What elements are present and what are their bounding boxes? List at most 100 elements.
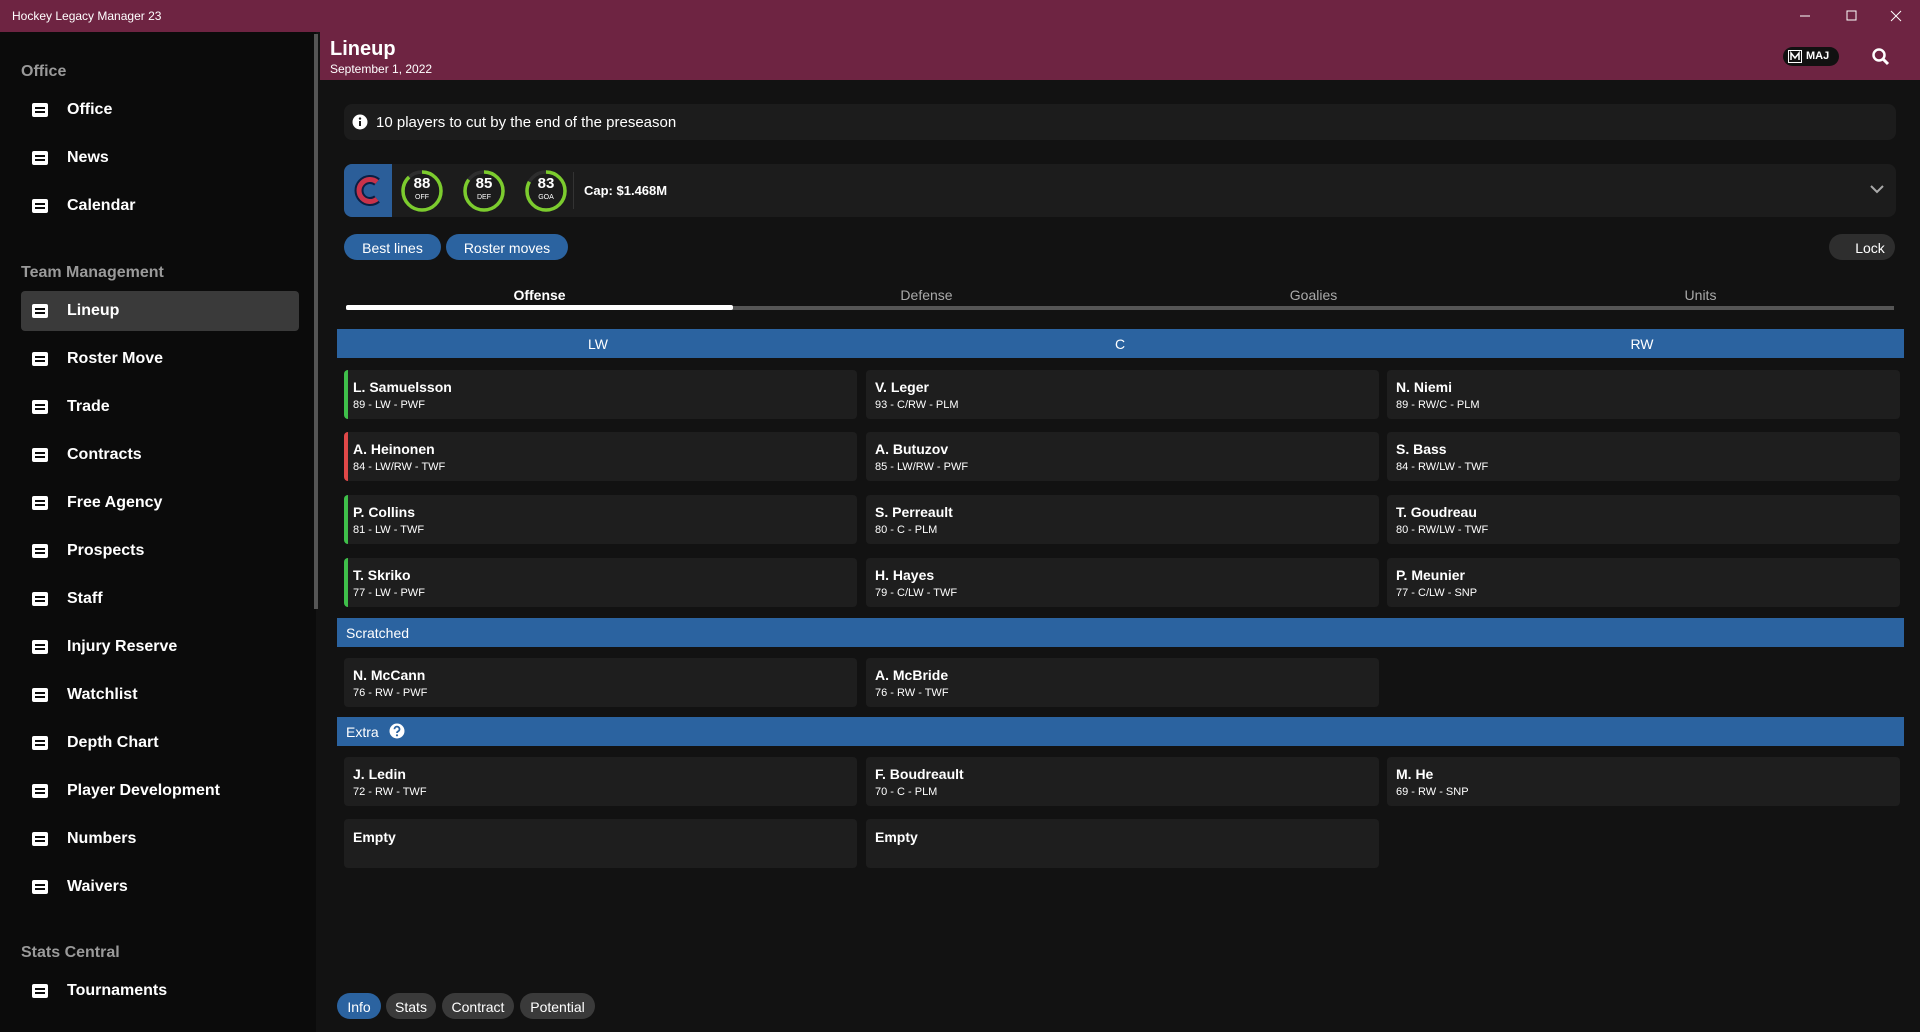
bottom-tab[interactable]: Info [337, 993, 381, 1019]
sidebar-label: Contracts [67, 446, 142, 463]
team-logo [344, 164, 392, 217]
sidebar-item[interactable]: Calendar [21, 186, 299, 226]
player-card[interactable]: A. Butuzov 85 - LW/RW - PWF [866, 432, 1379, 481]
player-info: 80 - RW/LW - TWF [1396, 524, 1489, 536]
player-name: Empty [875, 829, 918, 845]
sidebar-item[interactable]: Prospects [21, 531, 299, 571]
sidebar-item[interactable]: Trade [21, 387, 299, 427]
sidebar-icon [32, 984, 48, 998]
sidebar-label: Office [67, 101, 113, 118]
sidebar-item[interactable]: Contracts [21, 435, 299, 475]
section-bar: Scratched [337, 618, 1904, 647]
sidebar-item[interactable]: Depth Chart [21, 723, 299, 763]
sidebar-scrollbar[interactable] [314, 34, 318, 609]
bottom-tab-label: Info [347, 999, 371, 1015]
player-card[interactable]: T. Goudreau 80 - RW/LW - TWF [1387, 495, 1900, 544]
player-card[interactable]: Empty [344, 819, 857, 868]
sidebar-icon [32, 199, 48, 213]
bottom-tab[interactable]: Contract [442, 993, 514, 1019]
rating-label: OFF [415, 194, 429, 201]
player-info: 77 - LW - PWF [353, 587, 425, 599]
lock-button[interactable]: Lock [1829, 234, 1895, 260]
player-info: 89 - RW/C - PLM [1396, 399, 1480, 411]
sidebar-label: News [67, 149, 109, 166]
sidebar-icon [32, 784, 48, 798]
tab[interactable]: Offense [346, 285, 733, 306]
player-card[interactable]: M. He 69 - RW - SNP [1387, 757, 1900, 806]
tab-label: Offense [513, 287, 566, 303]
sidebar-label: Trade [67, 398, 110, 415]
player-card[interactable]: S. Bass 84 - RW/LW - TWF [1387, 432, 1900, 481]
sidebar-item[interactable]: Free Agency [21, 483, 299, 523]
sidebar-item[interactable]: Staff [21, 579, 299, 619]
tab-label: Goalies [1289, 287, 1338, 303]
tab[interactable]: Goalies [1120, 285, 1507, 306]
player-info: 69 - RW - SNP [1396, 786, 1469, 798]
sidebar-item[interactable]: News [21, 138, 299, 178]
bottom-tab-label: Stats [395, 999, 427, 1015]
sidebar-item[interactable]: Watchlist [21, 675, 299, 715]
player-name: A. Butuzov [875, 441, 949, 457]
window-controls[interactable] [1790, 0, 1920, 32]
player-name: S. Perreault [875, 504, 953, 520]
player-name: P. Collins [353, 504, 415, 520]
action-button[interactable]: Best lines [344, 234, 441, 260]
player-card[interactable]: A. Heinonen 84 - LW/RW - TWF [344, 432, 857, 481]
player-card[interactable]: L. Samuelsson 89 - LW - PWF [344, 370, 857, 419]
player-card[interactable]: N. Niemi 89 - RW/C - PLM [1387, 370, 1900, 419]
action-button[interactable]: Roster moves [446, 234, 568, 260]
sidebar-item[interactable]: Player Development [21, 771, 299, 811]
sidebar-item[interactable]: Roster Move [21, 339, 299, 379]
sidebar-icon [32, 640, 48, 654]
update-badge[interactable]: MAJ [1783, 47, 1839, 66]
sidebar-item[interactable]: Tournaments [21, 971, 299, 1011]
help-icon[interactable] [389, 723, 405, 739]
sidebar-icon [32, 448, 48, 462]
player-card[interactable]: P. Meunier 77 - C/LW - SNP [1387, 558, 1900, 607]
sidebar-item[interactable]: Office [21, 90, 299, 130]
player-info: 84 - RW/LW - TWF [1396, 461, 1489, 473]
player-card[interactable]: S. Perreault 80 - C - PLM [866, 495, 1379, 544]
player-name: A. Heinonen [353, 441, 435, 457]
position-label: RW [1630, 336, 1654, 352]
action-button-label: Roster moves [463, 240, 551, 256]
player-card[interactable]: T. Skriko 77 - LW - PWF [344, 558, 857, 607]
position-label: LW [588, 336, 608, 352]
section-title: Extra [346, 724, 379, 740]
tab[interactable]: Defense [733, 285, 1120, 306]
player-card[interactable]: J. Ledin 72 - RW - TWF [344, 757, 857, 806]
player-card[interactable]: A. McBride 76 - RW - TWF [866, 658, 1379, 707]
expand-chevron[interactable] [1869, 184, 1885, 196]
search-icon[interactable] [1871, 47, 1891, 67]
player-info: 89 - LW - PWF [353, 399, 425, 411]
sidebar-item[interactable]: Waivers [21, 867, 299, 907]
player-name: S. Bass [1396, 441, 1447, 457]
sidebar-item[interactable]: Injury Reserve [21, 627, 299, 667]
sidebar-label: Injury Reserve [67, 638, 178, 655]
action-button-label: Best lines [362, 240, 423, 256]
cap-text: Cap: $1.468M [584, 183, 668, 198]
sidebar-item[interactable]: Lineup [21, 291, 299, 331]
player-card[interactable]: N. McCann 76 - RW - PWF [344, 658, 857, 707]
player-name: M. He [1396, 766, 1434, 782]
player-card[interactable]: V. Leger 93 - C/RW - PLM [866, 370, 1379, 419]
player-name: A. McBride [875, 667, 949, 683]
team-panel[interactable]: 88 OFF 85 DEF 83 GOA Cap: $1.468M [344, 164, 1896, 217]
rating-arc [525, 170, 567, 212]
player-card[interactable]: Empty [866, 819, 1379, 868]
bottom-tab[interactable]: Potential [520, 993, 595, 1019]
player-name: P. Meunier [1396, 567, 1465, 583]
rating-ring [463, 170, 505, 212]
tab[interactable]: Units [1507, 285, 1894, 306]
info-icon [352, 114, 368, 130]
badge-icon [1788, 50, 1802, 63]
bottom-tab[interactable]: Stats [386, 993, 436, 1019]
section-title: Scratched [346, 625, 410, 641]
player-card[interactable]: H. Hayes 79 - C/LW - TWF [866, 558, 1379, 607]
sidebar-item[interactable]: Numbers [21, 819, 299, 859]
player-card[interactable]: P. Collins 81 - LW - TWF [344, 495, 857, 544]
sidebar-label: Calendar [67, 197, 136, 214]
tab-underline [346, 305, 733, 310]
player-card[interactable]: F. Boudreault 70 - C - PLM [866, 757, 1379, 806]
player-name: T. Skriko [353, 567, 411, 583]
